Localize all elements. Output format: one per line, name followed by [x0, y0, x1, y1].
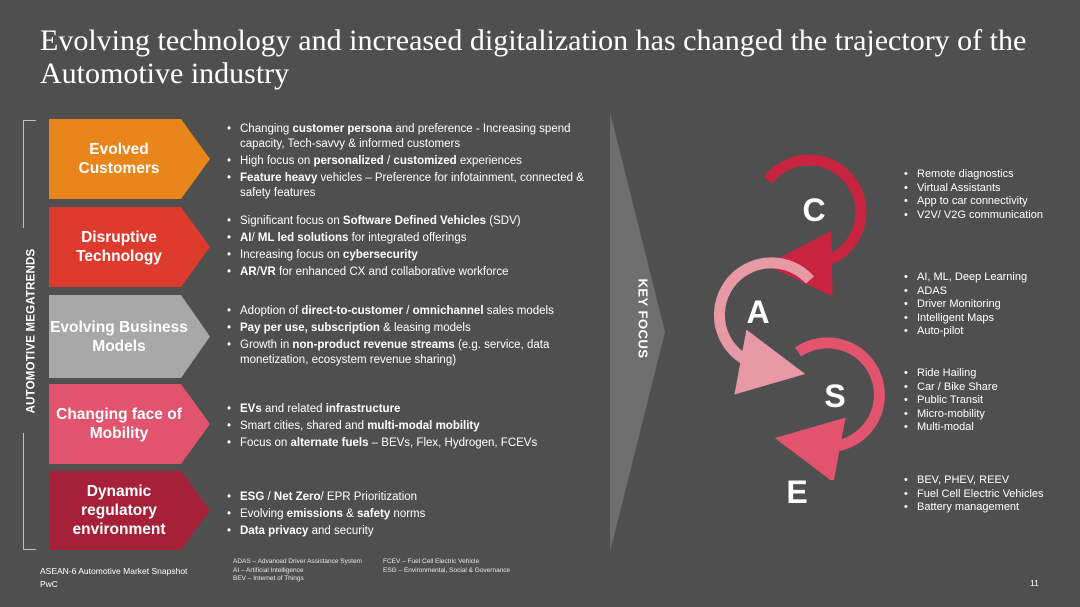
focus-item: Micro-mobility	[902, 408, 1072, 422]
megatrends-label: AUTOMOTIVE MEGATRENDS	[25, 248, 37, 413]
focus-item: Auto-pilot	[902, 325, 1072, 339]
trend-bullet: Increasing focus on cybersecurity	[224, 248, 614, 263]
case-letter-e: E	[786, 474, 808, 510]
key-focus-label: KEY FOCUS	[635, 277, 651, 359]
focus-item: Ride Hailing	[902, 367, 1072, 381]
a-arrow-arc	[713, 257, 815, 395]
connected-items-list: Remote diagnosticsVirtual AssistantsApp …	[902, 168, 1072, 222]
trend-bullet: AI/ ML led solutions for integrated offe…	[224, 231, 614, 246]
footer-source-title: ASEAN-6 Automotive Market Snapshot	[40, 566, 188, 576]
electric-items-list: BEV, PHEV, REEVFuel Cell Electric Vehicl…	[902, 474, 1072, 515]
focus-item: Battery management	[902, 501, 1072, 515]
abbreviation: FCEV – Fuel Cell Electric Vehicle	[383, 558, 480, 565]
focus-item: BEV, PHEV, REEV	[902, 474, 1072, 488]
page-number: 11	[1030, 578, 1039, 588]
trend-bullet: Significant focus on Software Defined Ve…	[224, 214, 614, 229]
trend-bullet: Data privacy and security	[224, 524, 614, 539]
focus-item: App to car connectivity	[902, 195, 1072, 209]
trend-bullets-evolved-customers: Changing customer persona and preference…	[224, 122, 614, 203]
case-letter-a: A	[746, 294, 770, 330]
trend-chevron-evolved-customers: Evolved Customers	[49, 119, 210, 199]
trend-label: Dynamic regulatory environment	[72, 483, 166, 538]
trend-bullets-evolving-business-models: Adoption of direct-to-customer / omnicha…	[224, 304, 614, 370]
case-letter-s: S	[824, 378, 846, 414]
trend-bullet: ESG / Net Zero/ EPR Prioritization	[224, 490, 614, 505]
trend-bullet: Adoption of direct-to-customer / omnicha…	[224, 304, 614, 319]
abbreviations-col-1: ADAS – Advanced Driver Assistance System…	[233, 558, 362, 584]
trend-chevron-evolving-business-models: Evolving Business Models	[49, 295, 210, 378]
focus-item: AI, ML, Deep Learning	[902, 271, 1072, 285]
trend-bullet: Changing customer persona and preference…	[224, 122, 614, 152]
trend-bullet: EVs and related infrastructure	[224, 402, 614, 417]
trend-bullets-disruptive-technology: Significant focus on Software Defined Ve…	[224, 214, 614, 282]
trend-bullets-changing-mobility: EVs and related infrastructure Smart citi…	[224, 402, 614, 453]
s-arrow-arc	[774, 337, 885, 480]
trend-label: Evolving Business Models	[50, 318, 188, 355]
abbreviation: BEV – Internet of Things	[233, 575, 304, 582]
abbreviation: AI – Artificial Intelligence	[233, 566, 304, 574]
trend-label: Evolved Customers	[78, 141, 160, 177]
focus-item: Intelligent Maps	[902, 312, 1072, 326]
case-letter-c: C	[802, 192, 826, 228]
trend-bullet: Feature heavy vehicles – Preference for …	[224, 171, 614, 201]
focus-item: Virtual Assistants	[902, 182, 1072, 196]
trend-bullet: Evolving emissions & safety norms	[224, 507, 614, 522]
trend-chevron-disruptive-technology: Disruptive Technology	[49, 207, 210, 287]
focus-item: Fuel Cell Electric Vehicles	[902, 488, 1072, 502]
trend-bullet: High focus on personalized / customized …	[224, 154, 614, 169]
focus-item: Public Transit	[902, 394, 1072, 408]
focus-item: ADAS	[902, 285, 1072, 299]
c-arrow-arc	[763, 154, 867, 297]
trend-label: Changing face of Mobility	[56, 406, 182, 442]
key-focus-label-wrap: KEY FOCUS	[633, 268, 653, 368]
trend-label: Disruptive Technology	[76, 229, 162, 265]
trend-bullet: Pay per use, subscription & leasing mode…	[224, 321, 614, 336]
focus-item: Remote diagnostics	[902, 168, 1072, 182]
focus-item: V2V/ V2G communication	[902, 209, 1072, 223]
trend-chevron-regulatory: Dynamic regulatory environment	[49, 471, 210, 550]
trend-chevron-changing-mobility: Changing face of Mobility	[49, 384, 210, 464]
trend-bullet: AR/VR for enhanced CX and collaborative …	[224, 265, 614, 280]
focus-item: Car / Bike Share	[902, 381, 1072, 395]
focus-item: Multi-modal	[902, 421, 1072, 435]
megatrends-label-wrap: AUTOMOTIVE MEGATRENDS	[20, 228, 42, 433]
trend-bullet: Focus on alternate fuels – BEVs, Flex, H…	[224, 436, 614, 451]
trend-bullets-regulatory: ESG / Net Zero/ EPR Prioritization Evolvi…	[224, 490, 614, 541]
case-cycle-graphic	[713, 154, 885, 480]
abbreviation: ADAS – Advanced Driver Assistance System	[233, 558, 362, 565]
autonomous-items-list: AI, ML, Deep LearningADASDriver Monitori…	[902, 271, 1072, 339]
trend-bullet: Smart cities, shared and multi-modal mob…	[224, 419, 614, 434]
abbreviation: ESG – Environmental, Social & Governance	[383, 566, 511, 574]
page-title: Evolving technology and increased digita…	[40, 24, 1027, 90]
footer-source-org: PwC	[40, 579, 58, 589]
trend-bullet: Growth in non-product revenue streams (e…	[224, 338, 614, 368]
abbreviations-col-2: FCEV – Fuel Cell Electric Vehicle ESG – …	[383, 558, 510, 575]
footer-source: ASEAN-6 Automotive Market Snapshot PwC	[40, 565, 187, 591]
shared-items-list: Ride HailingCar / Bike SharePublic Trans…	[902, 367, 1072, 435]
focus-item: Driver Monitoring	[902, 298, 1072, 312]
